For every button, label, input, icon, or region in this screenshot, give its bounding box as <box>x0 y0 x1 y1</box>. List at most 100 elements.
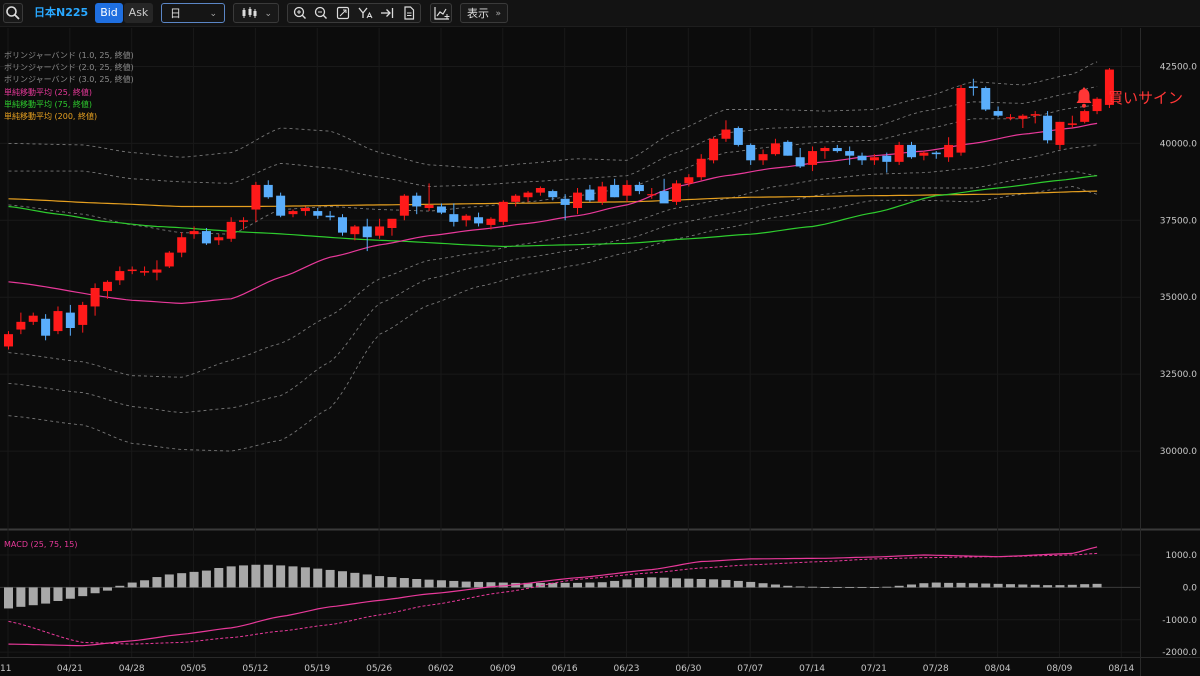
candle[interactable] <box>944 137 954 162</box>
candle[interactable] <box>733 126 743 147</box>
candle[interactable] <box>263 180 273 199</box>
candle[interactable] <box>288 209 298 218</box>
candle[interactable] <box>1092 97 1102 115</box>
candle[interactable] <box>115 266 125 285</box>
candle[interactable] <box>560 194 570 221</box>
candle[interactable] <box>671 180 681 205</box>
candle[interactable] <box>28 312 38 325</box>
candle[interactable] <box>573 188 583 215</box>
candle[interactable] <box>189 226 199 239</box>
candle[interactable] <box>251 181 261 222</box>
candle[interactable] <box>41 314 51 341</box>
candle[interactable] <box>770 138 780 156</box>
candle[interactable] <box>758 149 768 165</box>
candle[interactable] <box>684 174 694 187</box>
candle[interactable] <box>795 148 805 168</box>
candle[interactable] <box>461 214 471 227</box>
legend-sma-25[interactable]: 単純移動平均 (25, 終値) <box>4 87 93 97</box>
candle[interactable] <box>276 192 286 218</box>
candle[interactable] <box>78 301 88 333</box>
candle[interactable] <box>214 234 224 245</box>
document-icon[interactable] <box>400 4 418 22</box>
candle[interactable] <box>1067 115 1077 128</box>
candle[interactable] <box>548 189 558 201</box>
candle[interactable] <box>127 266 137 275</box>
candle[interactable] <box>919 151 929 161</box>
candle[interactable] <box>1104 68 1114 108</box>
candle[interactable] <box>300 206 310 216</box>
legend-sma-75[interactable]: 単純移動平均 (75, 終値) <box>4 99 93 109</box>
fit-icon[interactable] <box>334 4 352 22</box>
candle[interactable] <box>387 218 397 236</box>
candle[interactable] <box>931 151 941 159</box>
candle[interactable] <box>820 146 830 159</box>
candle[interactable] <box>140 266 150 276</box>
candle[interactable] <box>399 194 409 221</box>
candle[interactable] <box>1043 111 1053 144</box>
candle[interactable] <box>709 137 719 164</box>
candle[interactable] <box>350 224 360 241</box>
candle[interactable] <box>622 180 632 202</box>
legend-sma-200[interactable]: 単純移動平均 (200, 終値) <box>4 111 98 121</box>
candle[interactable] <box>882 152 892 173</box>
candle[interactable] <box>1030 111 1040 124</box>
candle[interactable] <box>16 312 26 335</box>
symbol-name[interactable]: 日本N225 <box>34 6 89 19</box>
candle[interactable] <box>226 217 236 242</box>
candle[interactable] <box>808 146 818 172</box>
candle[interactable] <box>746 143 756 165</box>
candle[interactable] <box>647 188 657 199</box>
zoom-out-icon[interactable] <box>312 4 330 22</box>
candle[interactable] <box>1018 114 1028 128</box>
candle[interactable] <box>535 186 545 196</box>
candle[interactable] <box>968 78 978 96</box>
jump-latest-icon[interactable] <box>378 4 396 22</box>
timeframe-select[interactable]: 日 ⌄ <box>161 3 225 23</box>
candle[interactable] <box>832 144 842 153</box>
candle[interactable] <box>53 306 63 335</box>
candle[interactable] <box>523 191 533 202</box>
candle[interactable] <box>696 154 706 181</box>
text-tool-icon[interactable] <box>356 4 374 22</box>
candle[interactable] <box>721 120 731 142</box>
bid-button[interactable]: Bid <box>95 3 123 23</box>
candle[interactable] <box>894 141 904 165</box>
display-menu-button[interactable]: 表示 » <box>460 3 508 23</box>
candle[interactable] <box>511 194 521 207</box>
zoom-in-icon[interactable] <box>291 4 309 22</box>
chart-type-select[interactable]: ⌄ <box>233 3 279 23</box>
legend-bollinger-1[interactable]: ボリンジャーバンド (1.0, 25, 終値) <box>4 51 134 60</box>
macd-legend[interactable]: MACD (25, 75, 15) <box>4 540 78 549</box>
candle[interactable] <box>436 203 446 215</box>
candle[interactable] <box>65 304 75 336</box>
candle[interactable] <box>325 211 335 221</box>
candle[interactable] <box>597 181 607 205</box>
candle[interactable] <box>956 84 966 156</box>
candle[interactable] <box>634 181 644 195</box>
legend-bollinger-2[interactable]: ボリンジャーバンド (2.0, 25, 終値) <box>4 63 134 73</box>
candle[interactable] <box>412 192 422 215</box>
candle[interactable] <box>424 183 434 212</box>
candle[interactable] <box>375 218 385 239</box>
candle[interactable] <box>783 140 793 156</box>
search-button[interactable] <box>3 3 23 23</box>
candle[interactable] <box>449 203 459 227</box>
candle[interactable] <box>474 212 484 227</box>
candle[interactable] <box>869 154 879 165</box>
candle[interactable] <box>102 280 112 299</box>
candle[interactable] <box>610 178 620 198</box>
candle[interactable] <box>337 214 347 236</box>
candle[interactable] <box>239 217 249 230</box>
candle[interactable] <box>993 106 1003 118</box>
candle[interactable] <box>90 283 100 316</box>
candle[interactable] <box>659 178 669 204</box>
candle[interactable] <box>362 218 372 252</box>
candle[interactable] <box>1005 114 1015 121</box>
candle[interactable] <box>486 217 496 230</box>
candle[interactable] <box>498 200 508 225</box>
candle[interactable] <box>857 152 867 165</box>
candle[interactable] <box>585 184 595 202</box>
candle[interactable] <box>845 146 855 165</box>
candle[interactable] <box>1055 121 1065 150</box>
candle[interactable] <box>164 251 174 268</box>
